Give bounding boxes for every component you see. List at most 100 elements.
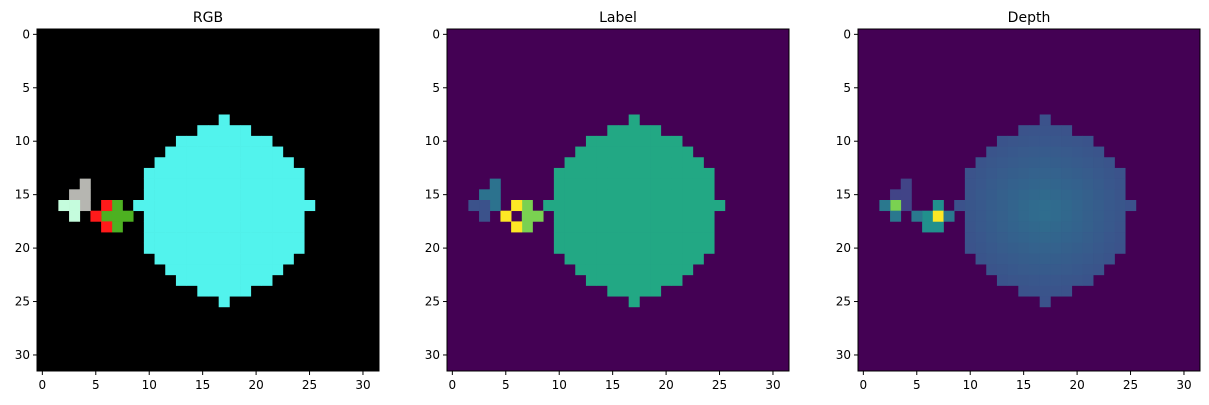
heatmap-cell	[197, 125, 209, 137]
heatmap-cell	[660, 157, 672, 169]
heatmap-cell	[240, 200, 252, 212]
heatmap-cell	[261, 253, 273, 265]
heatmap-cell	[240, 232, 252, 244]
heatmap-cell	[479, 189, 491, 201]
heatmap-cell	[943, 210, 955, 222]
heatmap-cell	[596, 242, 608, 254]
panel-title: RGB	[193, 10, 223, 26]
heatmap-cell	[186, 135, 198, 147]
y-tick-label: 15	[425, 188, 440, 202]
heatmap-cell	[1029, 125, 1041, 137]
x-tick-label: 0	[449, 378, 457, 392]
heatmap-cell	[607, 157, 619, 169]
heatmap-cell	[1029, 178, 1041, 190]
heatmap-cell	[1082, 146, 1094, 158]
heatmap-cell	[186, 200, 198, 212]
heatmap-cell	[682, 253, 694, 265]
heatmap-cell	[639, 157, 651, 169]
heatmap-cell	[585, 264, 597, 276]
heatmap-cell	[240, 221, 252, 233]
heatmap-cell	[229, 285, 241, 297]
heatmap-cell	[1103, 210, 1115, 222]
heatmap-cell	[69, 210, 81, 222]
heatmap-cell	[1114, 200, 1126, 212]
heatmap-cell	[1061, 253, 1073, 265]
heatmap-cell	[639, 232, 651, 244]
heatmap-cell	[208, 274, 220, 286]
heatmap-cell	[575, 242, 587, 254]
heatmap-cell	[143, 167, 155, 179]
x-tick-label: 30	[355, 378, 370, 392]
heatmap-cell	[282, 253, 294, 265]
heatmap-cell	[175, 200, 187, 212]
heatmap-cell	[996, 200, 1008, 212]
heatmap-cell	[479, 210, 491, 222]
heatmap-cell	[585, 146, 597, 158]
heatmap-cell	[1071, 210, 1083, 222]
heatmap-cell	[628, 253, 640, 265]
heatmap-cell	[1029, 274, 1041, 286]
heatmap-cell	[197, 242, 209, 254]
heatmap-cell	[692, 242, 704, 254]
heatmap-cell	[261, 274, 273, 286]
heatmap-cell	[240, 146, 252, 158]
heatmap-cell	[1082, 189, 1094, 201]
heatmap-cell	[1071, 221, 1083, 233]
heatmap-cell	[1018, 178, 1030, 190]
heatmap-cell	[607, 135, 619, 147]
heatmap-cell	[154, 178, 166, 190]
heatmap-cell	[122, 210, 134, 222]
y-tick-label: 10	[15, 134, 30, 148]
heatmap-cell	[250, 200, 262, 212]
heatmap-cell	[282, 178, 294, 190]
y-tick-label: 25	[15, 295, 30, 309]
heatmap-cell	[218, 274, 230, 286]
heatmap-cell	[282, 221, 294, 233]
heatmap-cell	[703, 189, 715, 201]
heatmap-cell	[575, 253, 587, 265]
heatmap-cell	[639, 146, 651, 158]
heatmap-cell	[890, 210, 902, 222]
heatmap-cell	[1082, 221, 1094, 233]
heatmap-cell	[1007, 135, 1019, 147]
heatmap-cell	[165, 157, 177, 169]
heatmap-cell	[240, 242, 252, 254]
heatmap-cell	[1061, 135, 1073, 147]
heatmap-cell	[240, 253, 252, 265]
heatmap-cell	[1050, 232, 1062, 244]
heatmap-cell	[1071, 157, 1083, 169]
heatmap-cell	[922, 210, 934, 222]
heatmap-cell	[660, 200, 672, 212]
heatmap-cell	[682, 200, 694, 212]
heatmap-cell	[240, 178, 252, 190]
heatmap-cell	[628, 125, 640, 137]
y-tick-label: 0	[432, 27, 440, 41]
heatmap-cell	[261, 242, 273, 254]
heatmap-cell	[1018, 146, 1030, 158]
heatmap-cell	[650, 274, 662, 286]
heatmap-cell	[996, 242, 1008, 254]
heatmap-cell	[165, 178, 177, 190]
heatmap-cell	[1082, 253, 1094, 265]
heatmap-cell	[143, 210, 155, 222]
heatmap-cell	[964, 200, 976, 212]
y-tick-label: 30	[425, 348, 440, 362]
heatmap-cell	[964, 242, 976, 254]
heatmap-cell	[218, 242, 230, 254]
heatmap-cell	[1061, 210, 1073, 222]
heatmap-cell	[282, 189, 294, 201]
heatmap-cell	[1103, 189, 1115, 201]
heatmap-cell	[143, 221, 155, 233]
heatmap-cell	[218, 189, 230, 201]
x-tick-label: 10	[142, 378, 157, 392]
heatmap-cell	[208, 167, 220, 179]
heatmap-cell	[1061, 200, 1073, 212]
heatmap-cell	[564, 200, 576, 212]
heatmap-cell	[240, 157, 252, 169]
x-tick-label: 20	[248, 378, 263, 392]
heatmap-cell	[101, 200, 113, 212]
heatmap-cell	[261, 178, 273, 190]
heatmap-cell	[954, 200, 966, 212]
heatmap-cell	[553, 200, 565, 212]
heatmap-cell	[1114, 210, 1126, 222]
